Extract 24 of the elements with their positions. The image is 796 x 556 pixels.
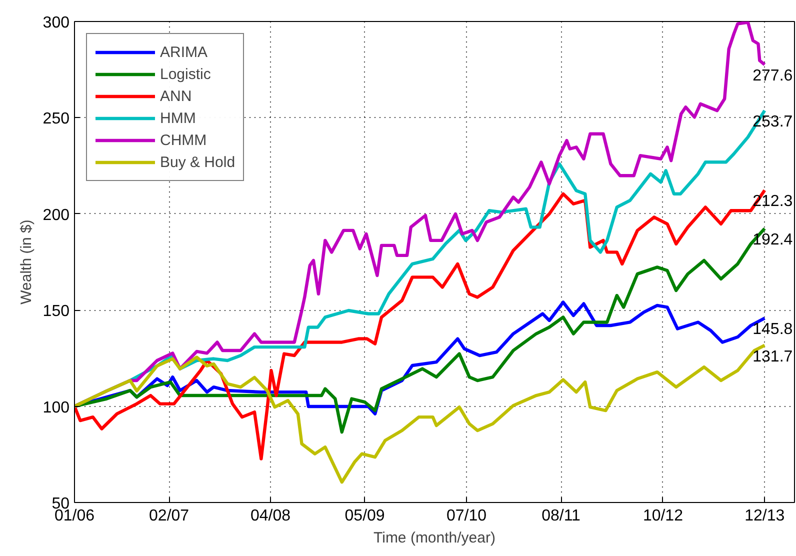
x-tick-label: 07/10 <box>446 508 487 524</box>
x-axis-title: Time (month/year) <box>374 530 496 546</box>
annotation: 277.6 <box>752 68 793 85</box>
x-tick-label: 05/09 <box>344 508 385 524</box>
annotation: 145.8 <box>752 321 793 338</box>
y-tick-label: 100 <box>42 399 70 416</box>
y-tick-label: 250 <box>42 110 70 128</box>
y-tick-label: 300 <box>42 14 70 32</box>
x-tick-label: 02/07 <box>149 508 190 524</box>
y-tick-label: 200 <box>42 206 70 224</box>
y-axis-title: Wealth (in $) <box>18 220 35 304</box>
legend-label: ARIMA <box>160 42 208 62</box>
legend-label: CHMM <box>160 130 207 150</box>
legend-label: Buy & Hold <box>160 152 236 172</box>
legend-label: HMM <box>160 108 196 128</box>
y-tick-label: 150 <box>42 303 70 320</box>
x-tick-label: 12/13 <box>744 508 785 524</box>
x-tick-label: 08/11 <box>542 508 581 524</box>
x-tick-label: 10/12 <box>642 508 684 524</box>
annotation: 192.4 <box>752 232 793 249</box>
legend-label: Logistic <box>160 64 211 84</box>
legend-label: ANN <box>160 86 192 106</box>
x-tick-label: 04/08 <box>250 508 291 524</box>
annotation: 131.7 <box>752 348 793 366</box>
